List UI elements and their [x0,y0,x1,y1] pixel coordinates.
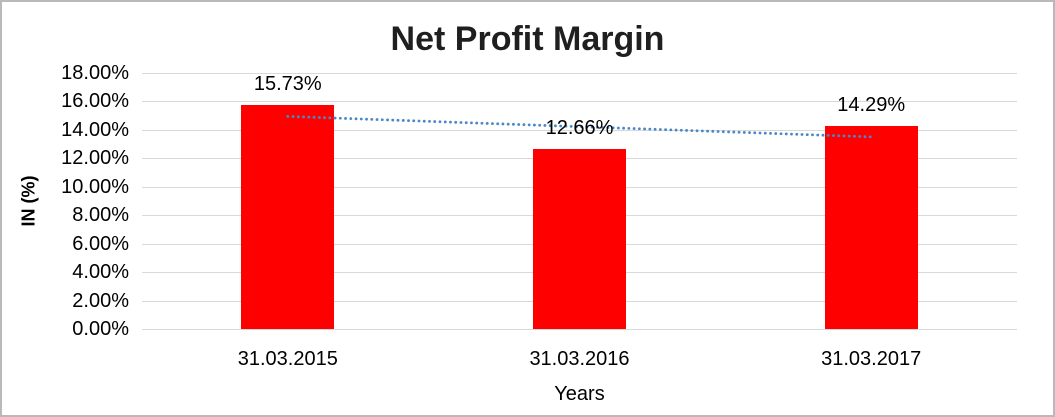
y-tick-label: 6.00% [72,232,129,255]
y-tick-label: 18.00% [61,62,129,84]
gridline [142,73,1017,74]
category-label: 31.03.2017 [821,348,922,370]
y-tick-label: 14.00% [61,118,129,141]
y-tick-label: 2.00% [72,289,129,312]
y-tick-label: 4.00% [72,261,129,284]
bar-31.03.2017 [824,125,918,329]
data-label: 15.73% [253,73,322,96]
chart-title: Net Profit Margin [390,20,665,58]
y-tick-label: 10.00% [61,175,129,198]
y-tick-label: 12.00% [61,147,129,170]
y-axis-title: IN (%) [18,175,39,227]
category-label: 31.03.2015 [237,348,338,370]
gridline [142,329,1017,330]
gridline [142,101,1017,103]
category-label: 31.03.2016 [529,348,630,370]
data-label: 12.66% [545,116,614,139]
y-tick-label: 0.00% [72,318,129,340]
bar-31.03.2015 [241,105,335,329]
bar-31.03.2016 [533,148,626,329]
y-tick-label: 8.00% [72,204,129,227]
x-axis-title: Years [554,383,605,405]
y-tick-label: 16.00% [61,90,129,113]
data-label: 14.29% [837,93,906,116]
